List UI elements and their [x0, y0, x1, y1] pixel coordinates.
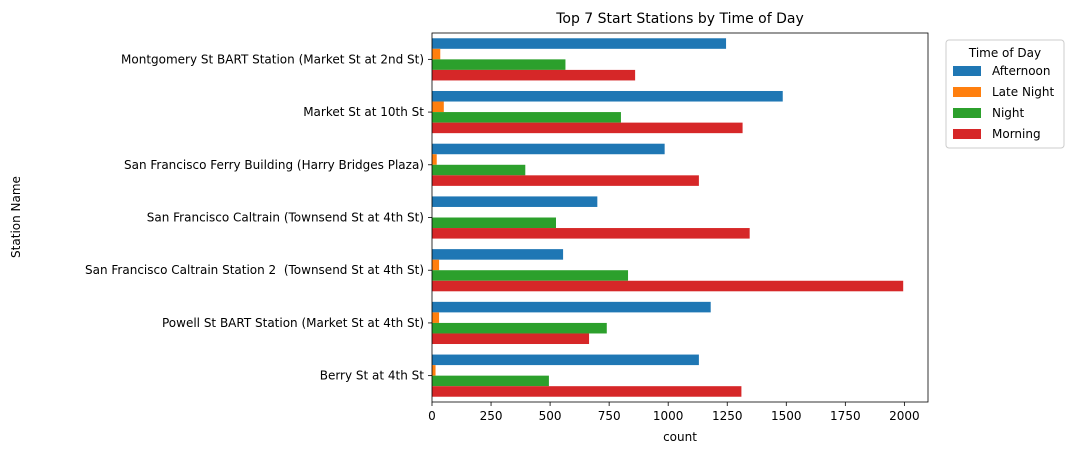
bar-afternoon-2 [432, 143, 665, 155]
y-tick-label: San Francisco Ferry Building (Harry Brid… [124, 158, 424, 172]
bar-night-6 [432, 375, 549, 387]
bar-afternoon-3 [432, 196, 598, 207]
plot-frame [431, 32, 929, 403]
y-tick-label: Montgomery St BART Station (Market St at… [121, 52, 424, 66]
bar-morning-0 [432, 69, 636, 81]
legend-swatch-afternoon [953, 66, 981, 76]
bar-night-1 [432, 112, 621, 123]
bar-morning-3 [432, 228, 750, 239]
bar-night-5 [432, 322, 607, 334]
legend-swatch-morning [953, 129, 981, 139]
bar-morning-2 [432, 175, 699, 186]
bar-late-night-2 [432, 154, 437, 165]
legend-label-late-night: Late Night [992, 85, 1054, 99]
bar-night-0 [432, 59, 566, 70]
bar-morning-6 [432, 386, 742, 397]
bar-morning-5 [432, 333, 590, 345]
legend-items: Afternoon Late Night Night Morning [953, 64, 1054, 141]
bar-night-2 [432, 164, 526, 176]
y-tick-label: Powell St BART Station (Market St at 4th… [162, 316, 424, 330]
x-tick-label: 1500 [771, 409, 802, 423]
y-tick-label: Market St at 10th St [303, 105, 424, 119]
legend-label-night: Night [992, 106, 1025, 120]
bar-late-night-1 [432, 101, 444, 113]
x-tick-label: 250 [480, 409, 503, 423]
chart-title: Top 7 Start Stations by Time of Day [555, 11, 804, 27]
x-axis-label: count [663, 430, 697, 444]
bar-afternoon-1 [432, 90, 783, 102]
bar-night-4 [432, 270, 629, 281]
legend-label-afternoon: Afternoon [992, 64, 1051, 78]
legend-title: Time of Day [968, 46, 1041, 60]
bar-afternoon-6 [432, 354, 699, 366]
bar-afternoon-4 [432, 249, 564, 260]
x-tick-label: 1000 [653, 409, 684, 423]
x-tick-label: 2000 [889, 409, 920, 423]
y-tick-label: Berry St at 4th St [320, 369, 425, 383]
y-tick-label: San Francisco Caltrain (Townsend St at 4… [147, 211, 424, 225]
y-axis-ticks: Montgomery St BART Station (Market St at… [85, 52, 432, 383]
bars-group [432, 38, 904, 397]
x-tick-label: 1250 [712, 409, 743, 423]
bar-night-3 [432, 217, 556, 229]
x-tick-label: 750 [598, 409, 621, 423]
x-tick-label: 1750 [830, 409, 861, 423]
y-tick-label: San Francisco Caltrain Station 2 (Townse… [85, 263, 424, 277]
bar-afternoon-0 [432, 38, 727, 49]
x-tick-label: 500 [539, 409, 562, 423]
bar-morning-4 [432, 280, 904, 292]
bar-late-night-5 [432, 312, 440, 323]
legend-label-morning: Morning [992, 127, 1041, 141]
bar-late-night-0 [432, 48, 441, 60]
x-tick-label: 0 [428, 409, 436, 423]
legend: Time of Day Afternoon Late Night Night Morn… [945, 39, 1065, 149]
x-axis-ticks: 0 250 500 750 1000 1250 1500 1750 2000 [428, 402, 920, 423]
bar-late-night-6 [432, 365, 436, 376]
bar-morning-1 [432, 122, 743, 134]
legend-swatch-late-night [953, 87, 981, 97]
legend-swatch-night [953, 108, 981, 118]
bar-afternoon-5 [432, 301, 711, 313]
bar-late-night-4 [432, 259, 440, 271]
y-axis-label: Station Name [9, 176, 23, 258]
